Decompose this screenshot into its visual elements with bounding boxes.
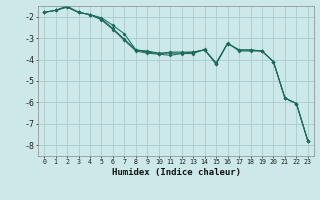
X-axis label: Humidex (Indice chaleur): Humidex (Indice chaleur): [111, 168, 241, 177]
